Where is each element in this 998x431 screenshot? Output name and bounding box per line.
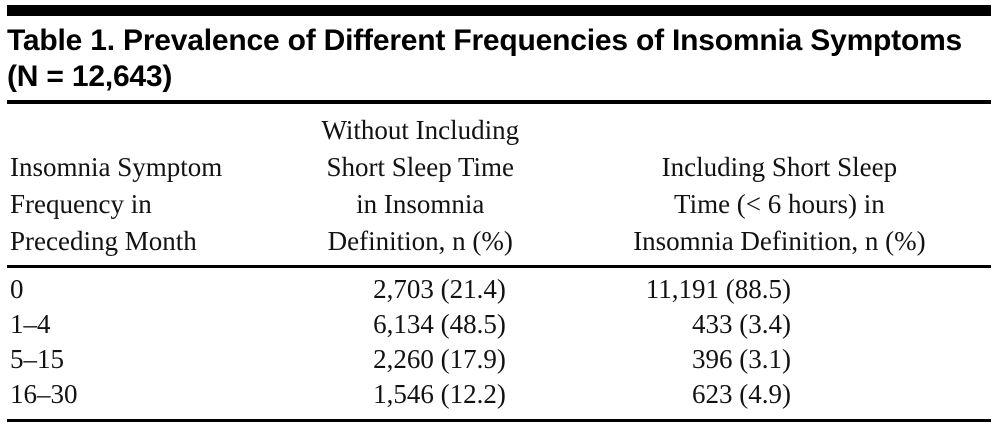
column-header-frequency: Insomnia Symptom Frequency in Preceding … [10,152,223,256]
top-rule [7,5,991,16]
cell-including-short-sleep: 623 (4.9) [691,379,791,409]
cell-without-short-sleep: 1,546 (12.2) [373,379,506,409]
cell-frequency: 5–15 [10,344,64,374]
cell-without-short-sleep: 2,260 (17.9) [373,344,506,374]
table-title: Table 1. Prevalence of Different Frequen… [7,24,963,93]
cell-without-short-sleep: 6,134 (48.5) [373,309,506,339]
title-rule [7,100,991,104]
table-header-row: Insomnia Symptom Frequency in Preceding … [7,104,991,265]
paper-table: Table 1. Prevalence of Different Frequen… [7,5,991,422]
header-rule [7,265,991,268]
column-header-including-short-sleep: Including Short Sleep Time (< 6 hours) i… [633,152,926,256]
bottom-rule [7,419,991,422]
cell-including-short-sleep: 11,191 (88.5) [645,274,791,304]
cell-without-short-sleep: 2,703 (21.4) [373,274,506,304]
table-body: 0 2,703 (21.4) 11,191 (88.5) 1–4 6,134 (… [7,268,991,419]
column-header-without-short-sleep: Without Including Short Sleep Time in In… [321,115,520,256]
cell-including-short-sleep: 433 (3.4) [691,309,791,339]
cell-frequency: 0 [10,274,24,304]
cell-frequency: 1–4 [10,309,51,339]
cell-frequency: 16–30 [10,379,78,409]
cell-including-short-sleep: 396 (3.1) [691,344,791,374]
